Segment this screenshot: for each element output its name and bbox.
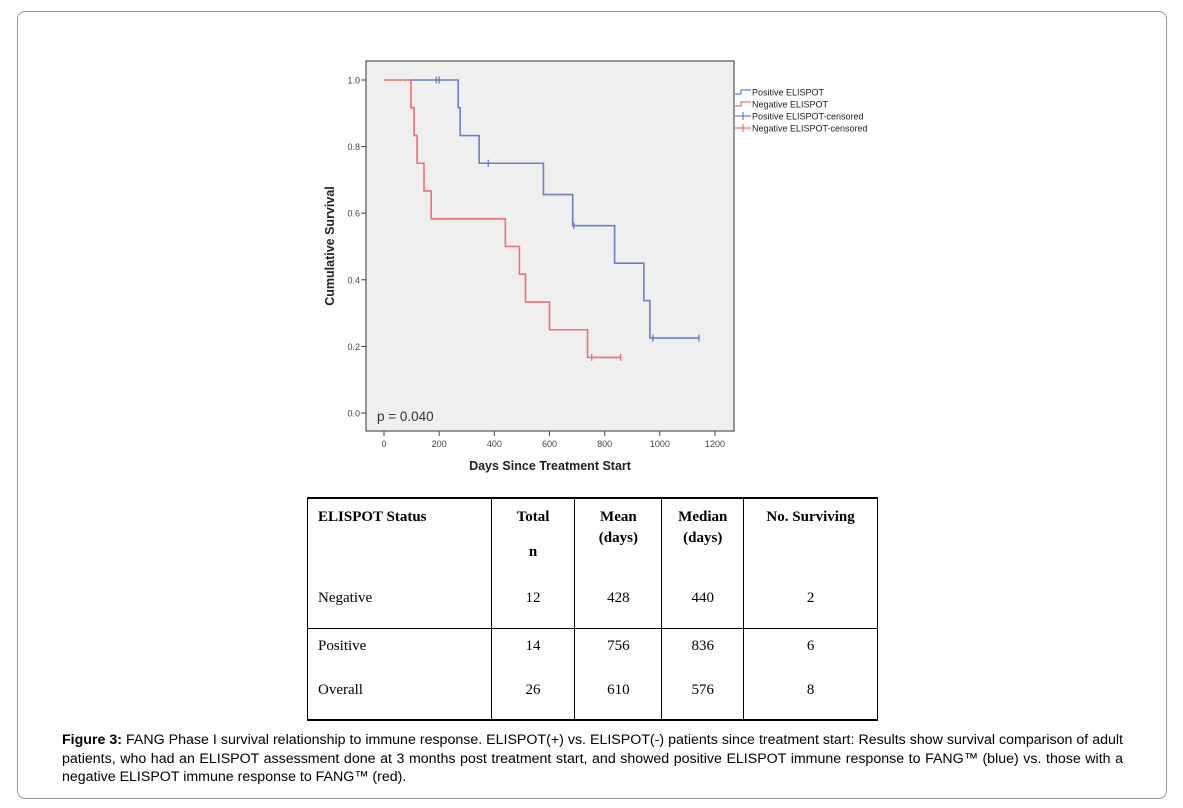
p-value-annotation: p = 0.040: [377, 409, 434, 424]
table-row: Positive 14 756 836 6: [307, 628, 878, 673]
header-elispot-status: ELISPOT Status: [307, 497, 492, 581]
table-header-row: ELISPOT Status Total n Mean (days) Median(…: [307, 497, 878, 581]
y-axis: 0.0 0.2 0.4 0.6 0.8 1.0: [347, 76, 366, 419]
series-group: [384, 76, 700, 361]
cell-median: 836: [661, 628, 744, 673]
x-tick-label: 1000: [650, 439, 670, 449]
y-axis-title: Cumulative Survival: [323, 186, 337, 306]
cell-total: 26: [490, 673, 575, 721]
cell-median: 440: [661, 581, 744, 629]
x-tick-label: 400: [487, 439, 502, 449]
y-tick-label: 0.2: [347, 342, 360, 352]
caption-text: FANG Phase I survival relationship to im…: [62, 732, 1123, 785]
survival-table: ELISPOT Status Total n Mean (days) Median(…: [307, 497, 878, 721]
y-tick-label: 0.8: [347, 142, 360, 152]
y-tick-label: 0.0: [347, 409, 360, 419]
cell-total: 14: [490, 628, 575, 673]
x-tick-label: 200: [432, 439, 447, 449]
plot-area: [365, 60, 735, 432]
x-axis-title: Days Since Treatment Start: [469, 459, 632, 473]
legend-label: Positive ELISPOT: [752, 88, 825, 98]
x-tick-label: 800: [597, 439, 612, 449]
cell-status: Overall: [307, 673, 492, 721]
legend-step-icon: [735, 89, 751, 95]
figure-caption: Figure 3: FANG Phase I survival relation…: [62, 731, 1123, 787]
y-tick-label: 1.0: [347, 76, 360, 86]
y-tick-label: 0.6: [347, 209, 360, 219]
cell-surviving: 2: [743, 581, 878, 629]
x-tick-label: 0: [381, 439, 386, 449]
table-row: Negative 12 428 440 2: [307, 581, 878, 629]
header-median: Median (days): [661, 497, 744, 581]
header-total: Total n: [490, 497, 575, 581]
cell-surviving: 8: [743, 673, 878, 721]
table-row: Overall 26 610 576 8: [307, 673, 878, 721]
cell-mean: 610: [574, 673, 662, 721]
x-tick-label: 1200: [705, 439, 725, 449]
cell-status: Negative: [307, 581, 492, 629]
x-axis: 0 200 400 600 800 1000 1200: [381, 431, 725, 449]
legend: Positive ELISPOT Negative ELISPOT Positive…: [735, 88, 868, 134]
cell-total: 12: [490, 581, 575, 629]
cell-status: Positive: [307, 628, 492, 673]
legend-label: Negative ELISPOT-censored: [752, 124, 868, 134]
caption-label: Figure 3:: [62, 732, 122, 748]
legend-step-icon: [735, 101, 751, 107]
cell-mean: 428: [574, 581, 662, 629]
cell-median: 576: [661, 673, 744, 721]
y-tick-label: 0.4: [347, 275, 360, 285]
km-chart: 0.0 0.2 0.4 0.6 0.8 1.0 0 200 400 600 800 1000 1200…: [323, 60, 868, 473]
cell-mean: 756: [574, 628, 662, 673]
negative-elispot-curve: [384, 79, 621, 359]
x-tick-label: 600: [542, 439, 557, 449]
positive-elispot-curve: [410, 79, 700, 339]
figure-frame: [17, 11, 1167, 799]
legend-label: Positive ELISPOT-censored: [752, 112, 864, 122]
header-no-surviving: No. Surviving: [743, 497, 878, 581]
cell-surviving: 6: [743, 628, 878, 673]
header-mean: Mean (days): [574, 497, 662, 581]
legend-label: Negative ELISPOT: [752, 100, 829, 110]
